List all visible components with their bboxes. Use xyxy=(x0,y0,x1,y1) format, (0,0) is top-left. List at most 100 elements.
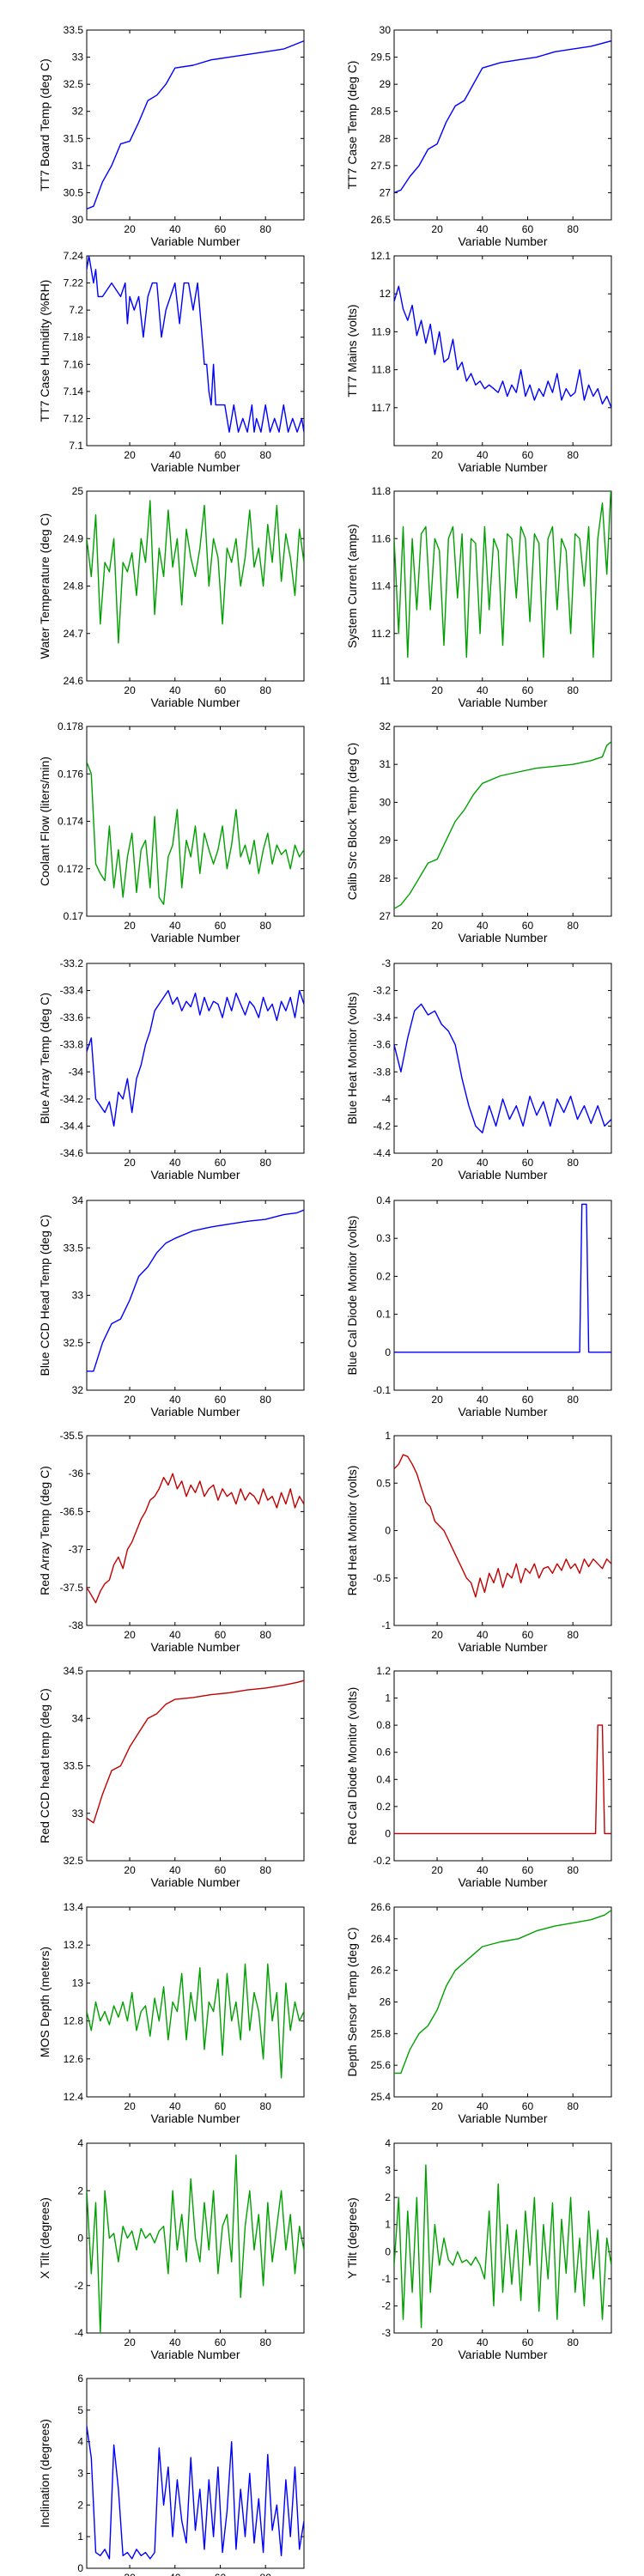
plot-frame xyxy=(86,1200,305,1391)
y-axis-label: TT7 Case Humidity (%RH) xyxy=(38,280,52,422)
y-tick-label: 2 xyxy=(77,2499,83,2511)
y-tick-label: -34.6 xyxy=(60,1147,84,1159)
chart-panel: -4.4 -4.2 -4 -3.8 -3.6 -3.4 -3.2 -3 20 40 60 80 Vari… xyxy=(345,957,612,1182)
y-axis-label: System Current (amps) xyxy=(345,524,359,648)
chart-panel: 7.1 7.12 7.14 7.16 7.18 7.2 7.22 7.24 20 40 60 80 Va… xyxy=(38,250,305,474)
x-tick-label: 60 xyxy=(522,684,534,696)
y-axis-label: Blue Array Temp (deg C) xyxy=(38,993,52,1124)
y-axis-label: X Tilt (degrees) xyxy=(38,2197,52,2279)
y-tick-label: 0 xyxy=(385,1525,391,1537)
x-axis-label: Variable Number xyxy=(150,2348,240,2361)
chart-panel: -0.1 0 0.1 0.2 0.3 0.4 20 40 60 80 Variable Number… xyxy=(345,1194,612,1419)
y-tick-label: -35.5 xyxy=(60,1430,84,1442)
y-tick-label: 1 xyxy=(385,1430,391,1442)
y-tick-label: 27 xyxy=(380,186,392,198)
y-tick-label: 32.5 xyxy=(64,1337,84,1349)
y-tick-label: 7.14 xyxy=(64,386,84,398)
y-tick-label: 26.2 xyxy=(371,1965,392,1977)
y-tick-label: -33.4 xyxy=(60,985,84,997)
y-tick-label: 34.5 xyxy=(64,1665,84,1677)
x-tick-label: 20 xyxy=(431,223,443,235)
y-tick-label: 0 xyxy=(385,1346,391,1358)
y-tick-label: 26.6 xyxy=(371,1901,392,1913)
chart-panel: 32.5 33 33.5 34 34.5 20 40 60 80 Variable Number R… xyxy=(38,1665,305,1889)
y-tick-label: 11.2 xyxy=(372,628,392,640)
y-tick-label: 34 xyxy=(72,1194,84,1206)
x-tick-label: 20 xyxy=(431,1157,443,1169)
x-tick-label: 40 xyxy=(169,2100,181,2112)
y-tick-label: 6 xyxy=(77,2372,83,2385)
x-tick-label: 40 xyxy=(169,2336,181,2348)
x-tick-label: 40 xyxy=(169,1864,181,1876)
chart-panel: 0.17 0.172 0.174 0.176 0.178 20 40 60 80 Variable… xyxy=(38,720,305,945)
x-tick-label: 80 xyxy=(260,1629,272,1641)
x-tick-label: 40 xyxy=(169,920,181,932)
x-tick-label: 20 xyxy=(124,1629,136,1641)
y-tick-label: -33.6 xyxy=(60,1012,84,1024)
y-tick-label: -3.6 xyxy=(373,1039,391,1051)
chart-panel: 30 30.5 31 31.5 32 32.5 33 33.5 20 40 60 80 Variable… xyxy=(38,24,305,248)
x-tick-label: 40 xyxy=(477,684,489,696)
x-tick-label: 40 xyxy=(169,1157,181,1169)
x-tick-label: 80 xyxy=(260,684,272,696)
y-tick-label: -34.4 xyxy=(60,1120,84,1132)
y-tick-label: 29 xyxy=(380,78,392,90)
chart-panel: 32 32.5 33 33.5 34 20 40 60 80 Variable Number Blu… xyxy=(38,1194,305,1419)
x-tick-label: 60 xyxy=(522,920,534,932)
series-line xyxy=(87,256,304,433)
plot-frame xyxy=(393,963,612,1154)
y-tick-label: -1 xyxy=(381,2273,391,2285)
x-tick-label: 40 xyxy=(477,2100,489,2112)
plot-frame xyxy=(393,490,612,682)
y-tick-label: 25.6 xyxy=(371,2059,392,2071)
x-axis-label: Variable Number xyxy=(150,1405,240,1419)
y-tick-label: 0.6 xyxy=(376,1747,391,1759)
x-tick-label: 40 xyxy=(169,2572,181,2576)
chart-panel: 012345620406080Variable NumberInclinatio… xyxy=(38,2372,305,2576)
y-axis-label: Depth Sensor Temp (deg C) xyxy=(345,1927,359,2076)
x-tick-label: 60 xyxy=(215,2572,227,2576)
x-tick-label: 80 xyxy=(260,2572,272,2576)
x-tick-label: 60 xyxy=(522,1157,534,1169)
series-line xyxy=(394,39,611,194)
x-axis-label: Variable Number xyxy=(150,1875,240,1889)
y-tick-label: 12.4 xyxy=(64,2091,84,2103)
chart-panel: 11.7 11.8 11.9 12 12.1 20 40 60 80 Variable Numbe… xyxy=(345,250,612,474)
y-tick-label: 25 xyxy=(72,485,84,497)
x-tick-label: 60 xyxy=(215,1394,227,1406)
y-tick-label: 2 xyxy=(77,2184,83,2196)
y-tick-label: 32 xyxy=(72,106,84,118)
y-tick-label: 24.8 xyxy=(64,580,84,592)
x-axis-label: Variable Number xyxy=(458,1640,547,1654)
x-tick-label: 80 xyxy=(568,1864,580,1876)
y-tick-label: 0 xyxy=(77,2562,83,2574)
series-line xyxy=(394,1724,611,1835)
x-tick-label: 60 xyxy=(522,449,534,461)
x-axis-label: Variable Number xyxy=(150,460,240,474)
y-tick-label: 12.8 xyxy=(64,2015,84,2027)
y-tick-label: 32.5 xyxy=(64,78,84,90)
x-tick-label: 20 xyxy=(124,223,136,235)
y-tick-label: 0.8 xyxy=(376,1719,391,1731)
x-tick-label: 40 xyxy=(477,1394,489,1406)
x-axis-label: Variable Number xyxy=(458,234,547,248)
y-tick-label: 33.5 xyxy=(64,1242,84,1254)
chart-panel: -38 -37.5 -37 -36.5 -36 -35.5 20 40 60 80 Variable… xyxy=(38,1430,305,1654)
x-tick-label: 80 xyxy=(260,1864,272,1876)
y-tick-label: -1 xyxy=(381,1619,391,1631)
x-tick-label: 80 xyxy=(568,1157,580,1169)
x-tick-label: 40 xyxy=(169,1629,181,1641)
y-tick-label: 11 xyxy=(380,675,392,687)
y-tick-label: 33.5 xyxy=(64,1760,84,1772)
y-tick-label: 4 xyxy=(385,2137,391,2149)
x-tick-label: 80 xyxy=(260,920,272,932)
series-line xyxy=(87,39,304,210)
y-tick-label: 24.7 xyxy=(64,628,84,640)
y-tick-label: 26.4 xyxy=(371,1933,392,1945)
x-tick-label: 80 xyxy=(568,223,580,235)
y-tick-label: 33 xyxy=(72,1290,84,1302)
y-tick-label: -38 xyxy=(69,1619,84,1631)
y-tick-label: 7.1 xyxy=(69,440,83,452)
y-axis-label: Blue Heat Monitor (volts) xyxy=(345,992,359,1124)
